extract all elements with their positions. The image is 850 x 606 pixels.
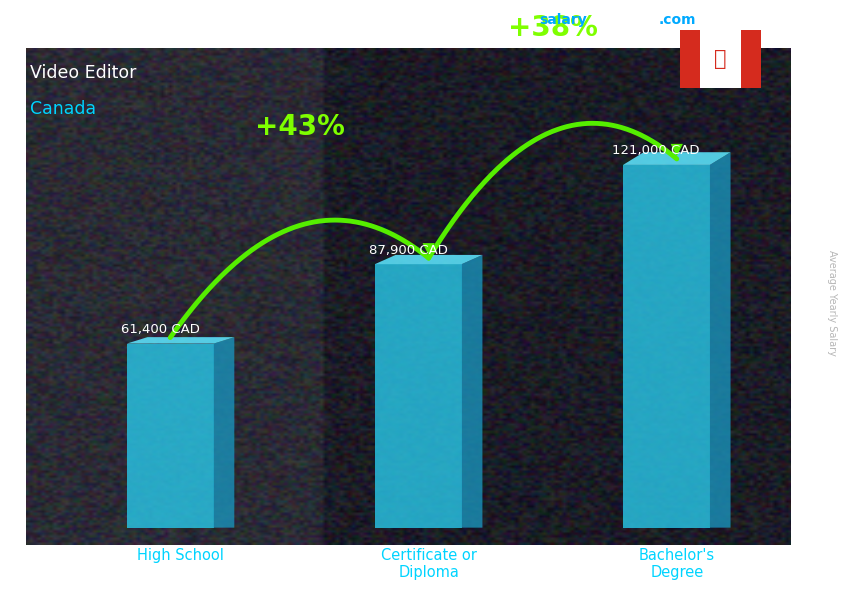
Polygon shape	[700, 30, 740, 88]
Text: Average Yearly Salary: Average Yearly Salary	[827, 250, 837, 356]
Polygon shape	[127, 344, 213, 528]
Text: Canada: Canada	[30, 100, 96, 118]
Polygon shape	[462, 255, 483, 528]
Text: Salary Comparison By Education: Salary Comparison By Education	[30, 15, 462, 39]
Text: +43%: +43%	[254, 113, 344, 141]
Text: High School: High School	[137, 548, 224, 562]
Polygon shape	[680, 30, 700, 88]
Polygon shape	[710, 152, 730, 528]
Text: 🍁: 🍁	[714, 49, 727, 69]
Polygon shape	[740, 30, 761, 88]
Text: 121,000 CAD: 121,000 CAD	[612, 144, 700, 158]
Text: 61,400 CAD: 61,400 CAD	[121, 323, 200, 336]
Polygon shape	[375, 255, 483, 264]
Text: 87,900 CAD: 87,900 CAD	[369, 244, 447, 257]
Text: salary: salary	[540, 13, 587, 27]
Polygon shape	[213, 337, 235, 528]
Polygon shape	[623, 152, 730, 165]
Text: Certificate or
Diploma: Certificate or Diploma	[381, 548, 477, 580]
Text: +38%: +38%	[507, 14, 598, 42]
Text: .com: .com	[659, 13, 696, 27]
Text: explorer: explorer	[595, 13, 661, 27]
Polygon shape	[375, 264, 462, 528]
Text: Bachelor's
Degree: Bachelor's Degree	[638, 548, 715, 580]
Text: Video Editor: Video Editor	[30, 64, 136, 82]
Polygon shape	[127, 337, 235, 344]
Polygon shape	[623, 165, 710, 528]
